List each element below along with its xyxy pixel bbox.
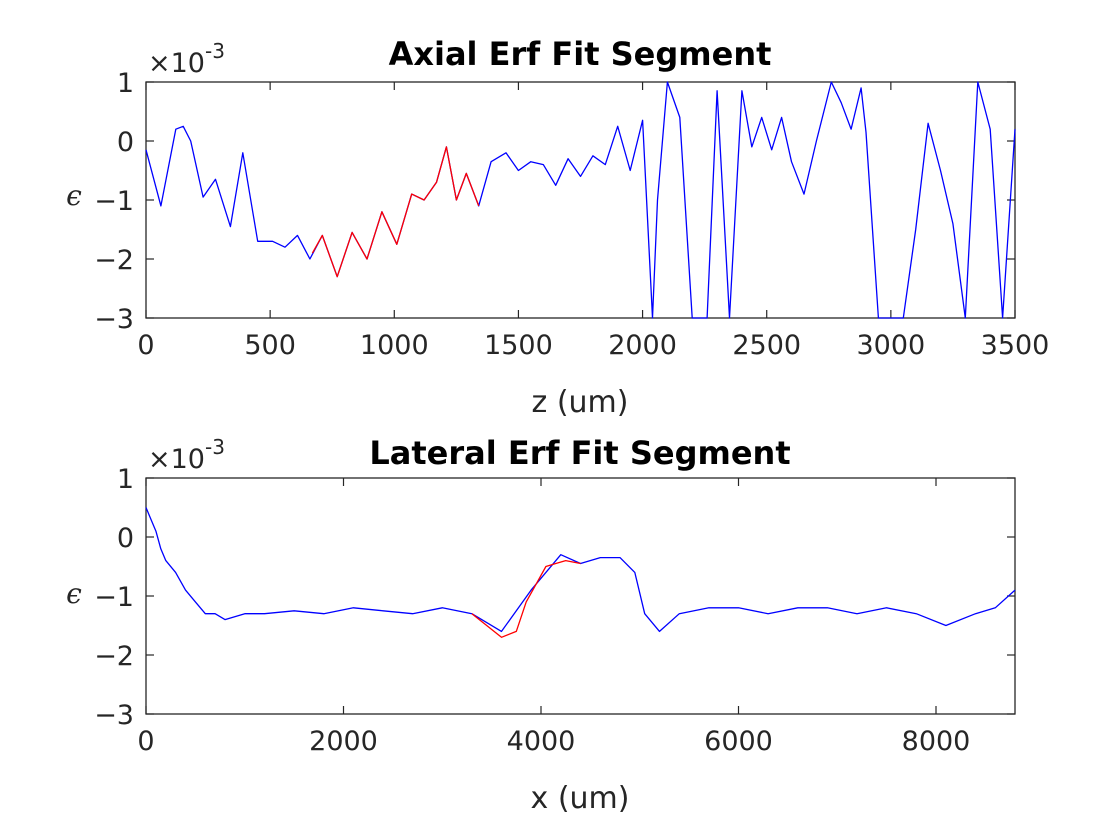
axial-xtick-label: 500	[244, 330, 296, 361]
lateral-subplot: Lateral Erf Fit Segment x (um) ϵ ×10-3 0…	[66, 434, 1016, 816]
axial-subplot: Axial Erf Fit Segment z (um) ϵ ×10-3 0 50…	[66, 35, 1049, 420]
lateral-series	[145, 507, 1016, 638]
lateral-plot-area	[145, 477, 1016, 715]
lateral-ytick-label: 1	[117, 464, 134, 495]
axial-ytick-label: −3	[94, 304, 134, 335]
lateral-xtick-label: 0	[137, 726, 154, 757]
lateral-y-exponent: ×10-3	[148, 435, 225, 475]
axial-xtick-label: 3500	[981, 330, 1050, 361]
axial-series	[145, 81, 1016, 319]
lateral-ytick-label: −1	[94, 582, 134, 613]
lateral-xticks: 0 2000 4000 6000 8000	[137, 478, 970, 757]
lateral-xlabel: x (um)	[531, 781, 630, 816]
lateral-data-line	[145, 507, 1016, 633]
lateral-xtick-label: 8000	[902, 726, 971, 757]
axial-ylabel: ϵ	[66, 179, 82, 212]
axial-xtick-label: 1500	[484, 330, 553, 361]
axial-xtick-label: 1000	[360, 330, 429, 361]
lateral-xtick-label: 4000	[507, 726, 576, 757]
axial-xtick-label: 0	[137, 330, 154, 361]
axial-ytick-label: −1	[94, 186, 134, 217]
axial-ytick-label: 1	[117, 68, 134, 99]
lateral-ytick-label: 0	[117, 523, 134, 554]
axial-xlabel: z (um)	[532, 385, 629, 420]
axial-xtick-label: 2500	[732, 330, 801, 361]
axial-plot-area	[145, 81, 1016, 319]
axial-xticks: 0 500 1000 1500 2000 2500 3000 3500	[137, 82, 1049, 361]
lateral-xtick-label: 6000	[704, 726, 773, 757]
axial-yticks: 1 0 −1 −2 −3	[94, 68, 1015, 335]
lateral-xtick-label: 2000	[309, 726, 378, 757]
lateral-ytick-label: −2	[94, 641, 134, 672]
axial-data-line	[145, 81, 1016, 319]
lateral-ylabel: ϵ	[66, 577, 82, 610]
axial-y-exponent: ×10-3	[148, 39, 225, 79]
lateral-yticks: 1 0 −1 −2 −3	[94, 464, 1015, 731]
lateral-title: Lateral Erf Fit Segment	[369, 434, 790, 472]
lateral-fit-segment-line	[471, 559, 581, 638]
axial-ytick-label: 0	[117, 127, 134, 158]
axial-xtick-label: 3000	[856, 330, 925, 361]
axial-xtick-label: 2000	[608, 330, 677, 361]
lateral-ytick-label: −3	[94, 700, 134, 731]
axial-fit-segment-line	[311, 146, 480, 278]
axial-title: Axial Erf Fit Segment	[389, 35, 772, 73]
axial-ytick-label: −2	[94, 245, 134, 276]
